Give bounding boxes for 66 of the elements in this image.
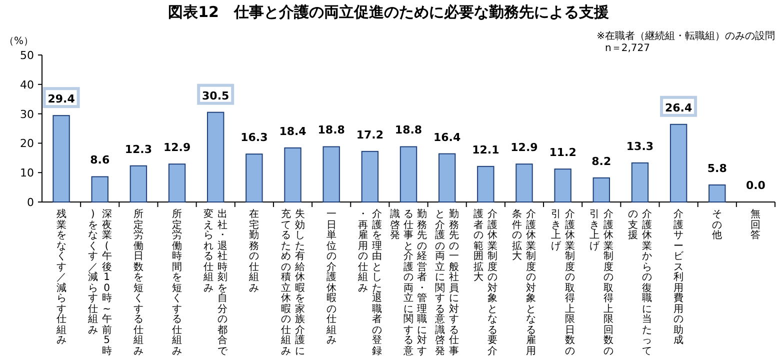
bar: [168, 164, 186, 202]
bar: [708, 184, 726, 202]
y-tick-label: 30: [20, 108, 34, 121]
data-label: 12.9: [163, 141, 191, 154]
text: n＝2,727: [605, 43, 650, 54]
data-label: 18.8: [318, 124, 345, 137]
chart-title: 図表12 仕事と介護の両立促進のために必要な勤務先による支援: [168, 3, 609, 21]
category-label: 所定労働時間を短くする仕組み: [172, 209, 182, 356]
bar: [322, 146, 340, 202]
data-label: 12.3: [124, 142, 152, 156]
data-label: 12.9: [510, 141, 538, 154]
x-tick-label: その他: [712, 209, 722, 241]
data-label: 5.8: [707, 162, 727, 175]
category-label: 一日単位の介護休暇の仕組み: [326, 209, 336, 346]
data-label: 16.4: [434, 130, 461, 144]
data-label: 12.1: [472, 143, 500, 156]
bar: [400, 146, 418, 202]
bar: [246, 154, 263, 202]
bar: [631, 162, 649, 202]
x-tick-label: 在宅勤務の仕組み: [249, 209, 260, 294]
y-tick-label: 10: [20, 166, 34, 180]
bar: [207, 112, 224, 202]
bar: [477, 166, 494, 202]
category-label: 介護休業からの復職に当たっての支援: [628, 209, 652, 356]
y-tick-label: 20: [20, 137, 34, 150]
bar: [361, 150, 379, 202]
bar: [52, 115, 70, 202]
data-label: 29.4: [48, 92, 76, 106]
data-label: 0.0: [746, 179, 766, 192]
category-label: 出社・退社時刻を自分の都合で変えられる仕組み: [204, 209, 228, 356]
data-label: 13.3: [626, 140, 654, 153]
data-label: 26.4: [664, 101, 692, 114]
bar: [592, 177, 610, 202]
bar: [554, 168, 572, 202]
category-label: 失効した有給休暇を家族介護に充てるための積立休暇の仕組み: [280, 209, 305, 356]
data-label: 8.2: [592, 154, 612, 168]
text: ※在職者（継続組・転職組）のみの設問: [596, 30, 775, 42]
bar: [670, 124, 688, 202]
category-label: 勤務先の経営者・管理職に対する仕事と介護の両立に関する意識啓発: [390, 209, 428, 356]
y-tick-label: 40: [20, 78, 34, 92]
category-label: 深夜業(午後10時~午前5時)をなくす／減らす仕組み: [88, 209, 112, 356]
bar: [130, 165, 148, 202]
category-label: 介護サービス利用費用の助成: [674, 209, 684, 346]
category-label: 残業をなくす／減らす仕組み: [56, 209, 66, 346]
x-tick-label: 無回答: [750, 209, 761, 241]
category-label: 介護休業制度の取得上限回数の引き上げ: [589, 209, 614, 356]
bar: [516, 164, 533, 202]
data-label: 16.3: [240, 131, 268, 144]
category-label: 介護休業制度の取得上限日数の引き上げ: [550, 209, 575, 356]
y-tick-label: 0: [27, 196, 34, 209]
category-label: 所定労働日数を短くする仕組み: [133, 209, 144, 356]
data-label: 8.6: [90, 154, 110, 167]
category-label: 介護を理由とした退職者の登録・再雇用の仕組み: [358, 209, 382, 356]
data-label: 18.8: [394, 124, 422, 137]
category-label: 勤務先の一般社員に対する仕事と介護の両立に関する意識啓発: [435, 209, 460, 356]
bar: [91, 176, 108, 202]
bar: [438, 153, 456, 202]
y-tick-label: 50: [20, 49, 34, 62]
data-label: 18.4: [279, 124, 307, 138]
category-label: 介護休業制度の対象となる要介護者の範囲拡大: [474, 209, 498, 356]
y-axis-title: （%）: [4, 36, 34, 47]
data-label: 11.2: [549, 146, 576, 160]
data-label: 17.2: [356, 128, 384, 142]
data-label: 30.5: [202, 89, 230, 102]
category-label: 介護休業制度の対象となる雇用条件の拡大: [512, 209, 536, 356]
bar: [284, 147, 302, 202]
